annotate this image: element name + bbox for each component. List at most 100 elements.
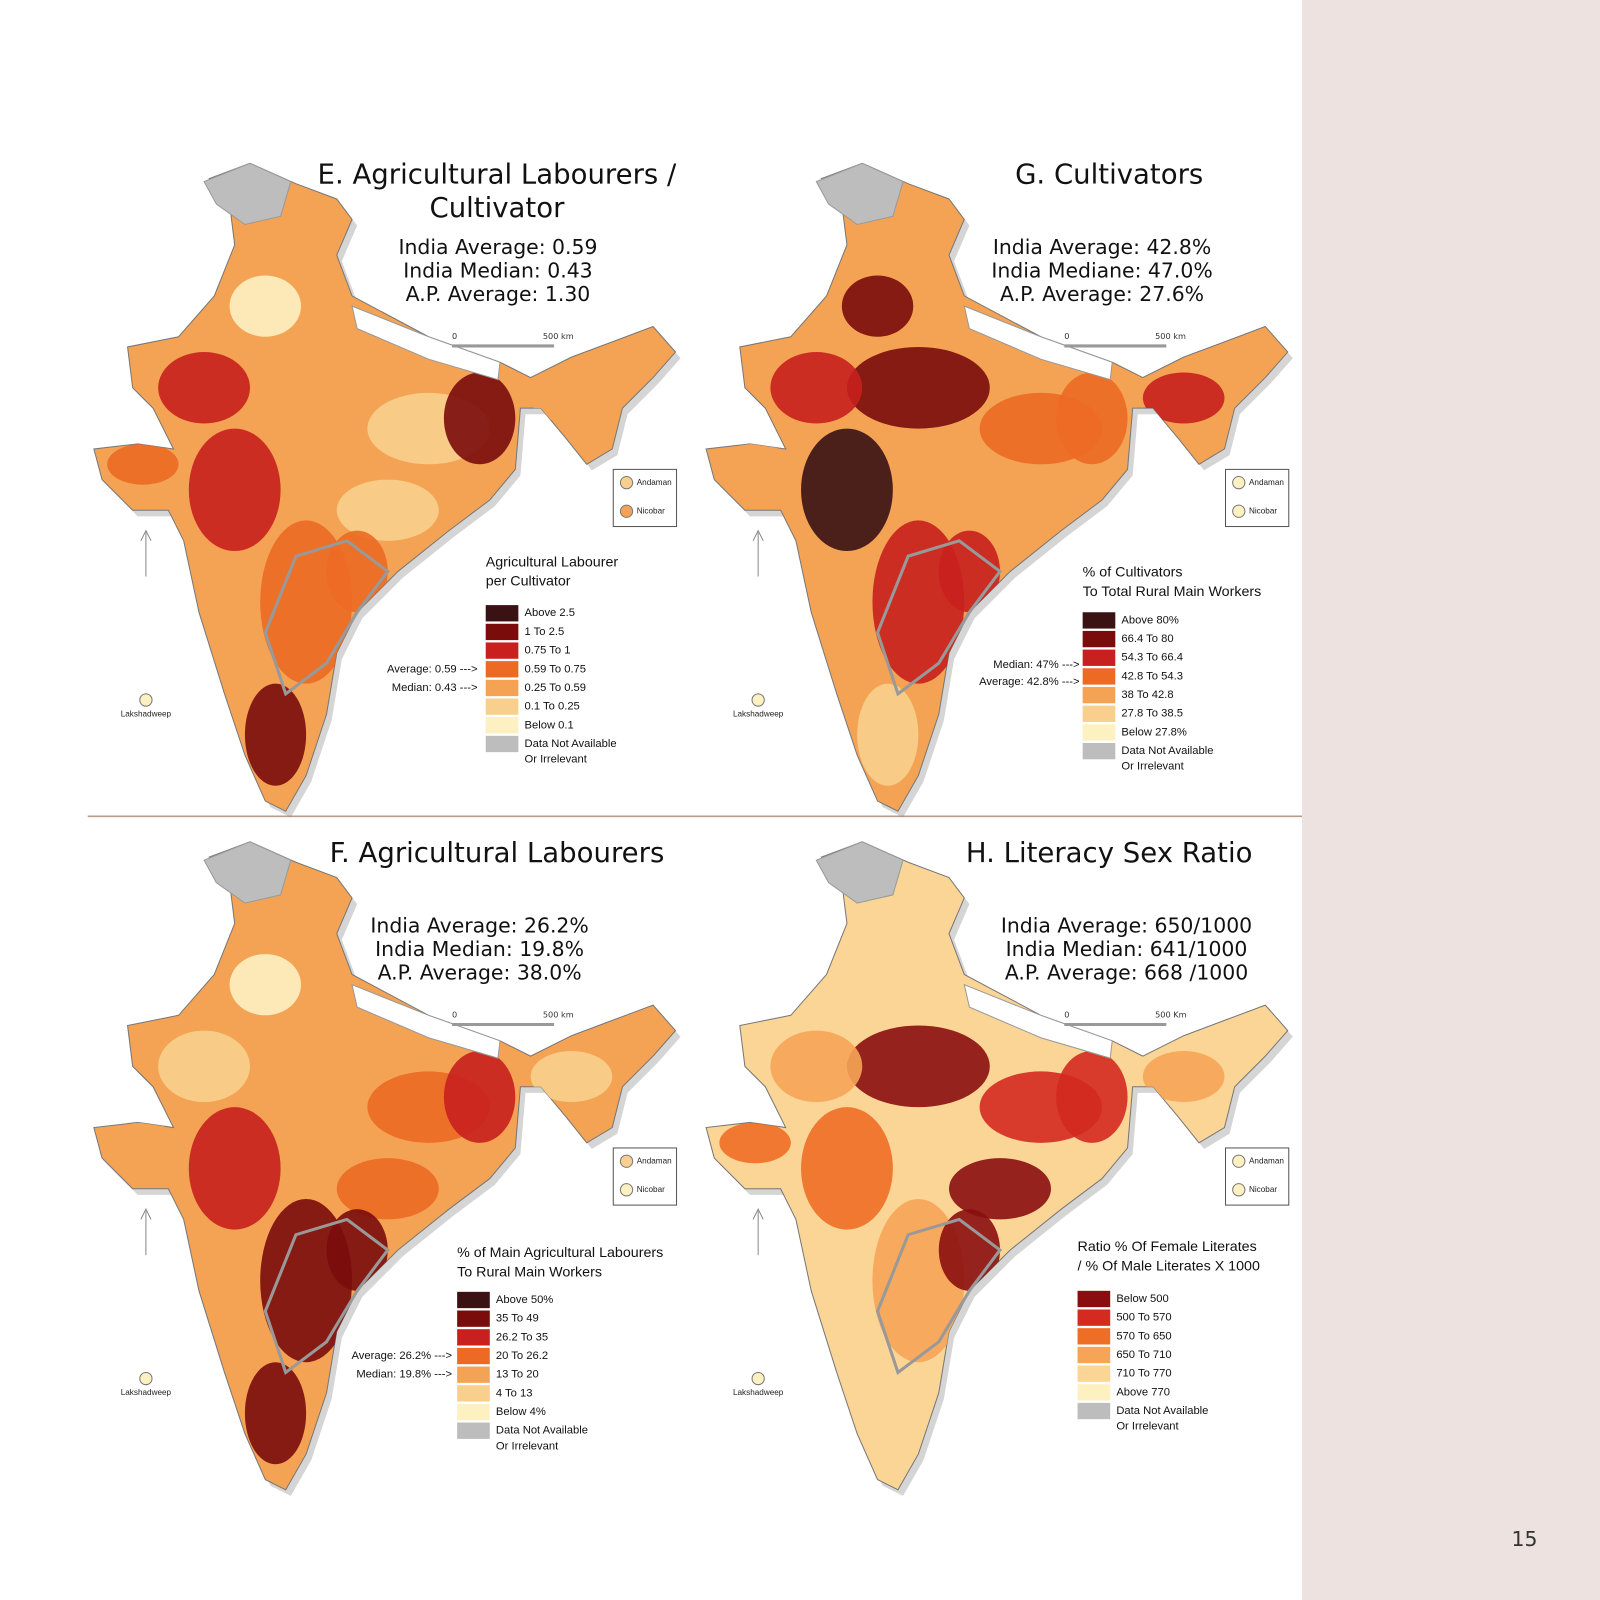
legend-swatch — [485, 605, 519, 622]
stat-line: India Median: 0.43 — [403, 258, 592, 282]
map-region — [719, 443, 791, 485]
inset-label: Nicobar — [1249, 506, 1277, 515]
legend-label: 13 To 20 — [496, 1369, 539, 1381]
inset-label: Andaman — [1249, 478, 1284, 487]
legend-swatch — [1077, 1402, 1111, 1420]
map-region — [244, 683, 307, 786]
neighbour-border — [963, 983, 1113, 1059]
legend-swatch — [1082, 612, 1116, 629]
map-regions — [719, 954, 1225, 1465]
inset-island — [619, 1183, 634, 1197]
legend-swatch — [1082, 742, 1116, 760]
map-region — [229, 954, 302, 1016]
legend-swatch — [485, 679, 519, 697]
legend-label: Above 80% — [1121, 614, 1178, 626]
map-region — [846, 346, 990, 429]
legend-swatch — [1082, 705, 1116, 722]
legend-label: Below 500 — [1116, 1293, 1168, 1305]
legend-swatch — [457, 1403, 490, 1421]
legend-swatch — [1082, 630, 1116, 648]
legend-swatch — [457, 1422, 490, 1439]
panel-title: H. Literacy Sex Ratio — [966, 837, 1253, 869]
inset-label: Nicobar — [637, 506, 665, 515]
map-region — [857, 1362, 919, 1465]
legend-swatch — [457, 1366, 490, 1383]
map-region — [107, 1122, 179, 1164]
legend-swatch — [1082, 668, 1116, 685]
inset-island — [619, 476, 634, 490]
map-panel: E. Agricultural Labourers /Cultivator Ind… — [93, 159, 681, 818]
legend-swatch — [457, 1291, 490, 1309]
map-regions — [719, 275, 1225, 786]
ap-border — [875, 539, 1003, 697]
stat-line: A.P. Average: 668 /1000 — [1005, 960, 1248, 984]
ap-border — [263, 1217, 390, 1375]
marker-label: Median: 19.8% ---> — [356, 1369, 452, 1381]
map-region — [443, 1051, 516, 1143]
inset-label: Andaman — [637, 478, 672, 487]
panel-title: G. Cultivators — [1015, 159, 1203, 191]
north-arrow — [752, 529, 764, 577]
map-region — [234, 1025, 378, 1108]
legend-swatch — [485, 642, 519, 659]
island-label: Lakshadweep — [121, 709, 172, 718]
legend-title: Agricultural Labourer — [486, 554, 619, 570]
stat-line: India Average: 0.59 — [398, 235, 597, 259]
legend-label: 0.59 To 0.75 — [524, 663, 586, 675]
legend-label: Data Not Available — [1121, 745, 1213, 757]
map-region — [801, 428, 893, 552]
inset-island — [619, 504, 634, 518]
legend-label: 570 To 650 — [1116, 1330, 1171, 1342]
map-region — [203, 162, 292, 226]
legend-swatch — [1082, 686, 1116, 704]
map-region — [1056, 1051, 1128, 1143]
legend-swatch — [457, 1385, 490, 1402]
legend-swatch — [1077, 1328, 1111, 1345]
map-region — [846, 1025, 990, 1108]
inset-label: Andaman — [1249, 1156, 1284, 1165]
legend-label: 1 To 2.5 — [524, 626, 564, 638]
map-region — [530, 372, 613, 424]
stat-line: India Median: 641/1000 — [1006, 937, 1248, 961]
map-region — [530, 1051, 613, 1103]
island-marker — [139, 1371, 153, 1386]
inset-label: Nicobar — [637, 1185, 665, 1194]
legend-swatch — [485, 698, 519, 715]
legend-swatch — [485, 661, 519, 678]
legend-label: Data Not Available — [496, 1425, 588, 1437]
scale-label: 500 km — [1155, 331, 1186, 341]
legend-label: 54.3 To 66.4 — [1121, 652, 1183, 664]
map-region — [336, 1158, 439, 1220]
north-arrow — [140, 529, 152, 577]
panel-title: E. Agricultural Labourers / — [318, 159, 677, 191]
legend-label: Below 4% — [496, 1406, 546, 1418]
legend-label: 0.1 To 0.25 — [524, 701, 579, 713]
legend-title: Ratio % Of Female Literates — [1078, 1239, 1257, 1255]
legend-label: 0.25 To 0.59 — [524, 682, 586, 694]
map-region — [158, 352, 250, 424]
legend-label: 20 To 26.2 — [496, 1350, 548, 1362]
legend-swatch — [1082, 649, 1116, 666]
map-panel: H. Literacy Sex Ratio India Average: 650/… — [705, 837, 1293, 1496]
inset-island — [1232, 504, 1246, 518]
marker-label: Average: 42.8% ---> — [979, 676, 1080, 688]
scale-label: 0 — [1064, 1009, 1069, 1019]
legend-label: Above 770 — [1116, 1386, 1170, 1398]
island-marker — [751, 1371, 765, 1386]
scale-label: 0 — [452, 331, 457, 341]
legend-swatch — [457, 1347, 490, 1365]
legend-title: To Total Rural Main Workers — [1083, 584, 1262, 600]
scale-label: 500 Km — [1155, 1009, 1187, 1019]
map-region — [948, 479, 1052, 541]
neighbour-border — [351, 305, 501, 381]
legend-label: 0.75 To 1 — [524, 645, 570, 657]
stat-line: A.P. Average: 38.0% — [378, 960, 582, 984]
legend-label: 42.8 To 54.3 — [1121, 670, 1183, 682]
map-region — [443, 372, 516, 465]
map-region — [203, 841, 292, 904]
stat-line: India Average: 26.2% — [370, 914, 588, 938]
map-regions — [107, 275, 613, 786]
marker-label: Average: 26.2% ---> — [352, 1350, 453, 1362]
legend-title: / % Of Male Literates X 1000 — [1078, 1258, 1260, 1274]
legend-label: 710 To 770 — [1116, 1368, 1171, 1380]
